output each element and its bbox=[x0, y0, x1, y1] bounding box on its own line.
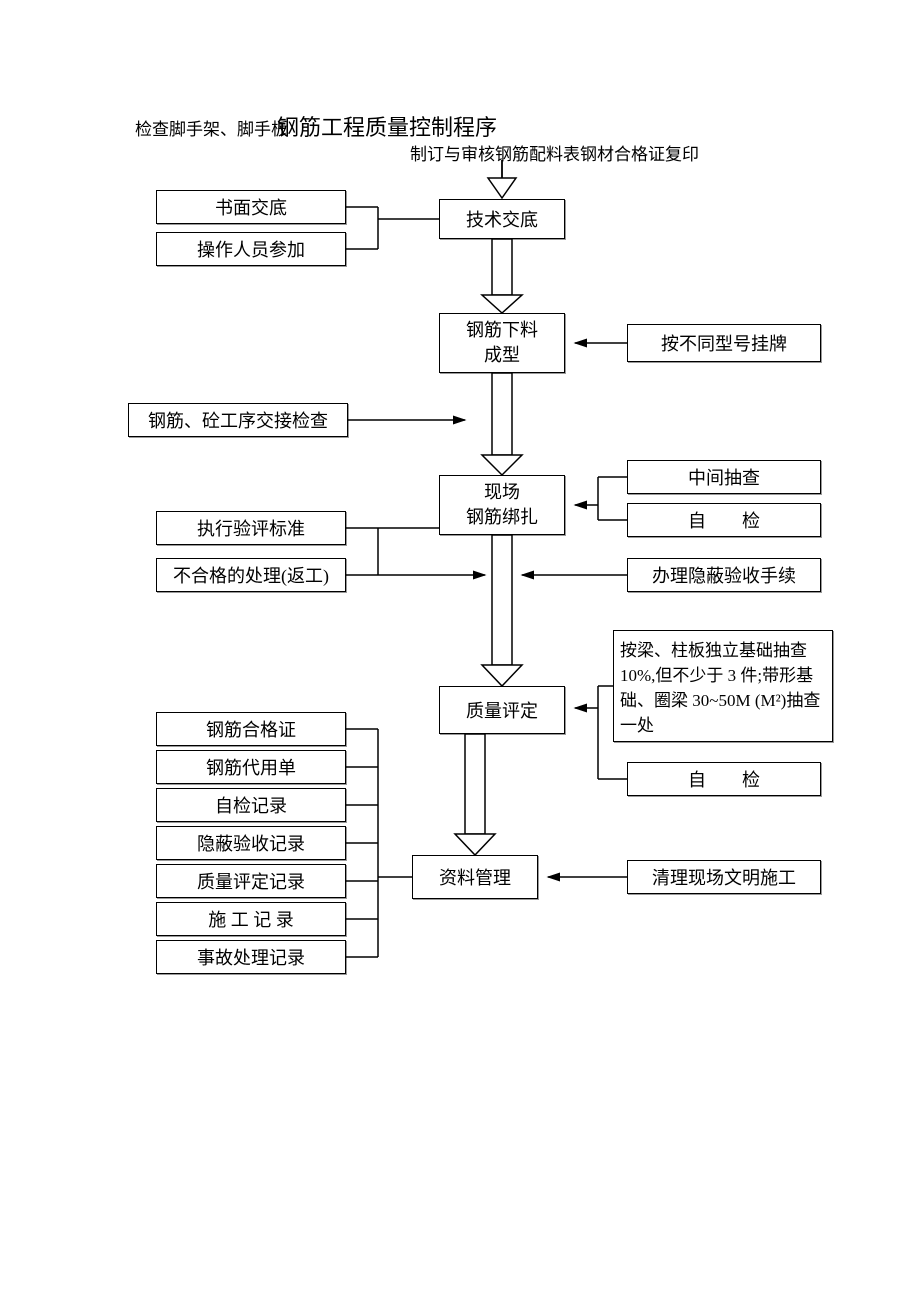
right-self-check2: 自 检 bbox=[627, 762, 821, 796]
left-operators: 操作人员参加 bbox=[156, 232, 346, 266]
node-quality-assess: 质量评定 bbox=[439, 686, 565, 734]
left-hidden-rec: 隐蔽验收记录 bbox=[156, 826, 346, 860]
right-self-check: 自 检 bbox=[627, 503, 821, 537]
right-model-tags: 按不同型号挂牌 bbox=[627, 324, 821, 362]
node-tech-disclosure: 技术交底 bbox=[439, 199, 565, 239]
left-selfcheck-rec: 自检记录 bbox=[156, 788, 346, 822]
header-left: 检查脚手架、脚手板 bbox=[135, 115, 288, 140]
line1: 钢筋下料 bbox=[466, 318, 538, 343]
left-rework: 不合格的处理(返工) bbox=[156, 558, 346, 592]
left-construct-rec: 施 工 记 录 bbox=[156, 902, 346, 936]
left-standards: 执行验评标准 bbox=[156, 511, 346, 545]
line1: 现场 bbox=[484, 480, 520, 505]
line2: 钢筋绑扎 bbox=[466, 505, 538, 530]
left-handover-check: 钢筋、砼工序交接检查 bbox=[128, 403, 348, 437]
node-cutting-forming: 钢筋下料 成型 bbox=[439, 313, 565, 373]
right-sampling-rule: 按梁、柱板独立基础抽查 10%,但不少于 3 件;带形基础、圈梁 30~50M … bbox=[613, 630, 833, 742]
node-doc-mgmt: 资料管理 bbox=[412, 855, 538, 899]
node-site-binding: 现场 钢筋绑扎 bbox=[439, 475, 565, 535]
page-title: 钢筋工程质量控制程序 bbox=[277, 110, 497, 142]
left-written: 书面交底 bbox=[156, 190, 346, 224]
right-mid-check: 中间抽查 bbox=[627, 460, 821, 494]
right-hidden-proc: 办理隐蔽验收手续 bbox=[627, 558, 821, 592]
left-substitute: 钢筋代用单 bbox=[156, 750, 346, 784]
left-accident-rec: 事故处理记录 bbox=[156, 940, 346, 974]
left-rebar-cert: 钢筋合格证 bbox=[156, 712, 346, 746]
right-cleanup: 清理现场文明施工 bbox=[627, 860, 821, 894]
left-quality-rec: 质量评定记录 bbox=[156, 864, 346, 898]
line2: 成型 bbox=[484, 343, 520, 368]
header-right: 制订与审核钢筋配料表钢材合格证复印 bbox=[410, 140, 699, 165]
